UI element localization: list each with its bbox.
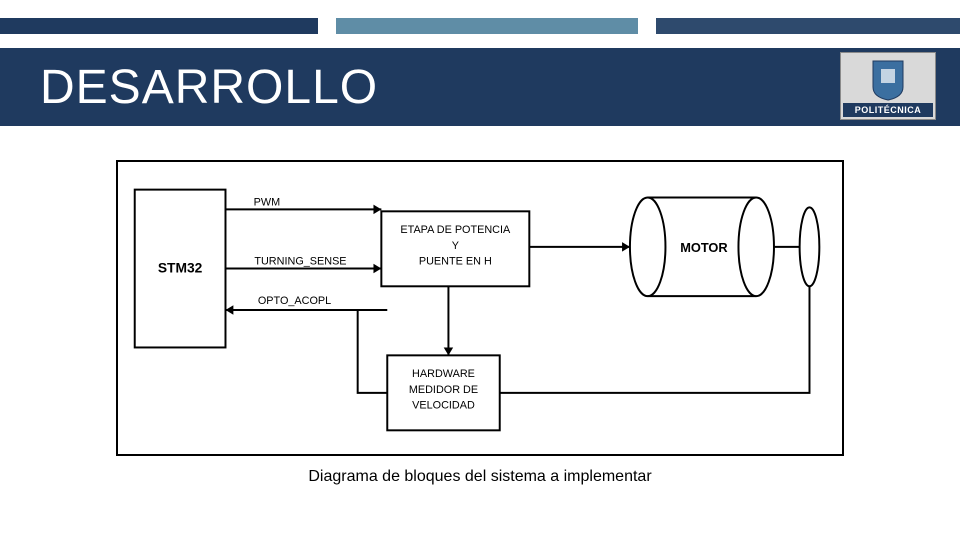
svg-text:STM32: STM32 [158, 259, 203, 275]
svg-text:VELOCIDAD: VELOCIDAD [412, 400, 475, 412]
stripe-gap-1 [318, 18, 336, 34]
svg-text:PUENTE EN H: PUENTE EN H [419, 256, 492, 268]
svg-text:HARDWARE: HARDWARE [412, 368, 475, 380]
svg-text:ETAPA DE POTENCIA: ETAPA DE POTENCIA [400, 224, 511, 236]
university-logo: POLITÉCNICA [840, 52, 936, 120]
svg-text:OPTO_ACOPL: OPTO_ACOPL [258, 295, 331, 307]
svg-text:TURNING_SENSE: TURNING_SENSE [254, 256, 346, 268]
stripe-2 [336, 18, 638, 34]
stripe-gap-2 [638, 18, 656, 34]
block-diagram-frame: STM32 ETAPA DE POTENCIA Y PUENTE EN H HARDWA… [116, 160, 844, 456]
block-diagram: STM32 ETAPA DE POTENCIA Y PUENTE EN H HARDWA… [118, 162, 842, 454]
slide: DESARROLLO POLITÉCNICA STM32 ETAPA DE POT… [0, 0, 960, 540]
title-band: DESARROLLO [0, 48, 960, 126]
svg-text:MEDIDOR DE: MEDIDOR DE [409, 384, 478, 396]
stripe-1 [0, 18, 318, 34]
stripe-3 [656, 18, 960, 34]
page-title: DESARROLLO [40, 60, 378, 115]
svg-text:Y: Y [452, 240, 459, 252]
svg-text:MOTOR: MOTOR [680, 240, 727, 255]
logo-text: POLITÉCNICA [843, 103, 933, 117]
top-stripes [0, 18, 960, 34]
diagram-caption: Diagrama de bloques del sistema a implem… [0, 468, 960, 486]
logo-shield-icon [869, 59, 907, 101]
svg-text:PWM: PWM [254, 196, 281, 208]
